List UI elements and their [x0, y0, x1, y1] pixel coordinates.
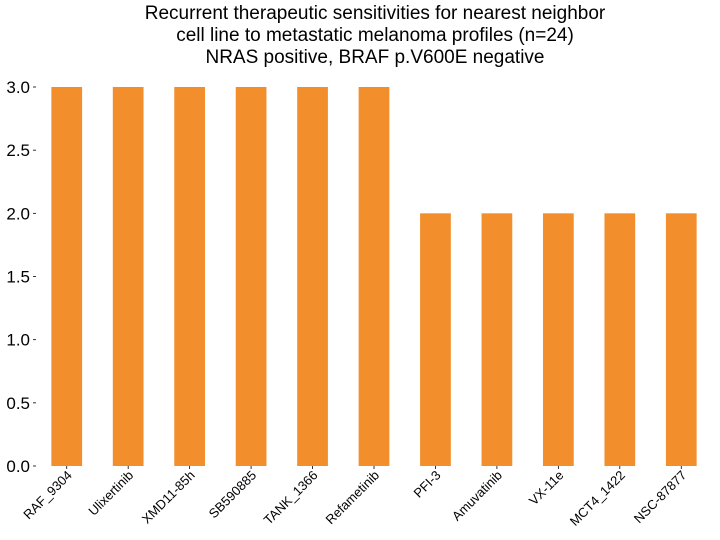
x-tick-label: Refametinib: [322, 468, 382, 528]
y-tick-label: 0.0: [6, 457, 30, 476]
bar-sb590885: [235, 87, 267, 466]
bar-ulixertinib: [112, 87, 144, 466]
bar-vx-11e: [543, 213, 574, 466]
x-tick-label: MCT4_1422: [567, 468, 628, 529]
x-tick-label: Amuvatinib: [449, 468, 505, 524]
y-tick-label: 2.0: [6, 204, 30, 223]
y-tick-label: 0.5: [6, 394, 30, 413]
x-tick-label: TANK_1366: [261, 468, 321, 528]
bars: [51, 87, 697, 466]
bar-mct4-1422: [604, 213, 636, 466]
x-axis: RAF_9304 Ulixertinib XMD11-85h SB590885 TANK…: [20, 466, 689, 529]
y-tick-label: 1.5: [6, 268, 30, 287]
x-tick-label: NSC-87877: [631, 468, 690, 527]
bar-pfi-3: [420, 213, 451, 466]
chart-title: Recurrent therapeutic sensitivities for …: [145, 3, 606, 68]
x-tick-label: SB590885: [206, 468, 260, 522]
bar-tank-1366: [297, 87, 328, 466]
y-tick-label: 1.0: [6, 331, 30, 350]
chart-title-line-1: Recurrent therapeutic sensitivities for …: [145, 3, 606, 24]
bar-xmd11-85h: [174, 87, 205, 466]
y-axis: 0.0 0.5 1.0 1.5 2.0 2.5 3.0: [6, 78, 36, 476]
y-tick-label: 3.0: [6, 78, 30, 97]
bar-raf-9304: [51, 87, 83, 466]
bar-amuvatinib: [481, 213, 513, 466]
x-tick-label: VX-11e: [526, 468, 567, 509]
bar-nsc-87877: [665, 213, 697, 466]
x-tick-label: XMD11-85h: [139, 468, 198, 527]
y-tick-label: 2.5: [6, 141, 30, 160]
bar-refametinib: [358, 87, 390, 466]
chart-title-line-3: NRAS positive, BRAF p.V600E negative: [205, 47, 544, 68]
x-tick-label: PFI-3: [410, 468, 443, 501]
chart-title-line-2: cell line to metastatic melanoma profile…: [176, 25, 574, 46]
x-tick-label: Ulixertinib: [85, 468, 136, 519]
